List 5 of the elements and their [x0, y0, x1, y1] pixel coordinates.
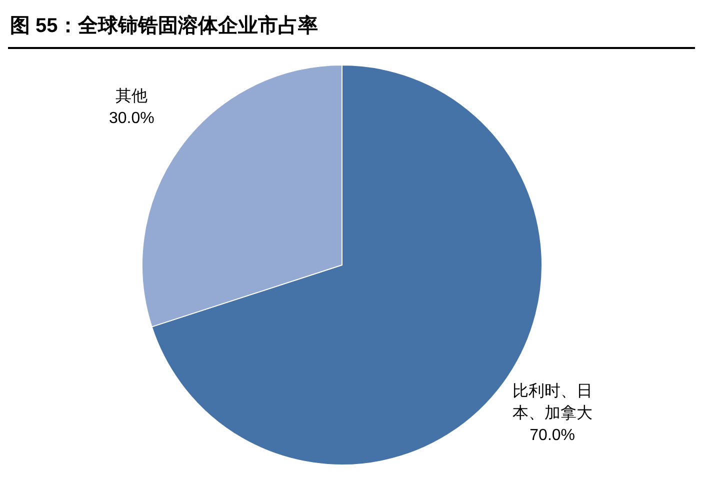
slice-label: 其他 [116, 87, 148, 106]
data-label: 70.0% [530, 426, 576, 444]
data-label: 30.0% [108, 110, 154, 128]
slice-label: 比利时、日本、加拿大 [512, 382, 592, 422]
chart-title: 图 55：全球铈锆固溶体企业市占率 [10, 14, 318, 37]
